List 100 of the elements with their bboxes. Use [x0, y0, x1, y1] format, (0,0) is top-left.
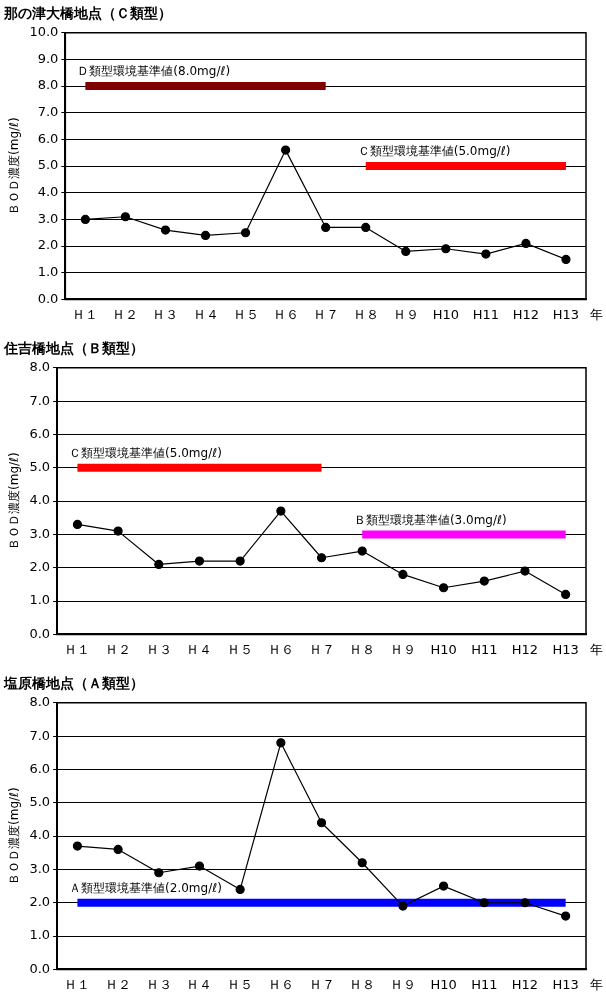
series-label: Ｃ類型環境基準値(5.0mg/ℓ) — [357, 144, 511, 159]
point — [521, 238, 531, 249]
y-tick-label: 4.0 — [29, 492, 51, 508]
point — [120, 212, 131, 222]
x-tick-label: Ｈ９ — [389, 641, 416, 657]
x-tick-label: Ｈ１ — [64, 641, 91, 657]
y-axis-title: ＢＯＤ濃度(mg/ℓ) — [7, 787, 22, 885]
x-tick-label: H12 — [511, 976, 539, 992]
y-tick-label: 4.0 — [37, 184, 59, 200]
point — [235, 884, 245, 895]
x-tick-label: Ｈ６ — [272, 306, 299, 322]
y-tick-label: 3.0 — [29, 525, 51, 541]
y-tick-label: 5.0 — [29, 794, 51, 810]
point — [194, 861, 205, 871]
x-tick-label: H11 — [471, 641, 498, 657]
y-tick-label: 1.0 — [29, 592, 51, 608]
point — [316, 818, 327, 828]
point — [401, 246, 411, 257]
y-axis-title: ＢＯＤ濃度(mg/ℓ) — [7, 452, 22, 550]
x-tick-label: Ｈ９ — [389, 976, 416, 992]
y-tick-label: 8.0 — [29, 359, 51, 375]
x-tick-label: Ｈ４ — [186, 976, 213, 992]
y-tick-label: 7.0 — [37, 104, 59, 120]
x-tick-label: Ｈ２ — [105, 641, 132, 657]
point — [321, 222, 331, 233]
y-tick-label: 5.0 — [37, 157, 59, 173]
point — [316, 553, 327, 563]
x-tick-label: H10 — [430, 976, 457, 992]
point — [357, 546, 367, 556]
point — [80, 214, 90, 225]
x-tick-label: Ｈ５ — [227, 976, 254, 992]
x-tick-label: Ｈ３ — [145, 976, 172, 992]
point — [441, 244, 451, 254]
point — [561, 589, 571, 600]
x-tick-label: H11 — [471, 976, 498, 992]
x-tick-label: Ｈ５ — [232, 306, 259, 322]
y-tick-label: 1.0 — [37, 264, 59, 280]
y-tick-label: 2.0 — [29, 894, 51, 910]
y-tick-label: 2.0 — [29, 559, 51, 575]
point — [479, 576, 489, 586]
point — [194, 556, 205, 566]
x-axis-title: 年 — [590, 641, 603, 657]
point — [154, 868, 164, 878]
series-label: Ｄ類型環境基準値(8.0mg/ℓ) — [77, 64, 231, 79]
x-tick-label: H10 — [430, 641, 457, 657]
x-tick-label: Ｈ７ — [308, 976, 335, 992]
x-tick-label: Ｈ１ — [72, 306, 99, 322]
point — [561, 254, 571, 265]
point — [113, 844, 123, 855]
x-tick-label: Ｈ２ — [112, 306, 139, 322]
point — [479, 898, 489, 908]
y-tick-label: 5.0 — [29, 459, 51, 475]
point — [439, 583, 449, 593]
x-tick-label: H11 — [472, 306, 500, 322]
y-tick-label: 6.0 — [29, 760, 51, 776]
y-tick-label: 3.0 — [29, 860, 51, 876]
point — [200, 230, 211, 241]
x-tick-label: H10 — [432, 306, 459, 322]
point — [72, 519, 83, 530]
point — [481, 249, 491, 259]
x-tick-label: Ｈ８ — [352, 306, 379, 322]
chart-title: 那の津大橋地点（Ｃ類型） — [3, 5, 172, 22]
series-label: Ｃ類型環境基準値(5.0mg/ℓ) — [69, 445, 222, 460]
x-tick-label: H13 — [552, 641, 579, 657]
x-tick-label: Ｈ７ — [312, 306, 339, 322]
x-tick-label: Ｈ２ — [105, 976, 132, 992]
point — [72, 841, 83, 851]
y-tick-label: 9.0 — [37, 50, 59, 66]
y-tick-label: 6.0 — [29, 425, 51, 441]
y-tick-label: 8.0 — [37, 77, 59, 93]
chart-title: 住吉橋地点（Ｂ類型） — [3, 340, 144, 357]
x-tick-label: Ｈ４ — [186, 641, 213, 657]
x-axis-title: 年 — [590, 306, 603, 322]
point — [361, 222, 371, 233]
point — [240, 228, 251, 238]
x-tick-label: Ｈ７ — [308, 641, 335, 657]
x-tick-label: Ｈ８ — [349, 976, 376, 992]
y-tick-label: 7.0 — [29, 727, 51, 743]
x-tick-label: Ｈ６ — [267, 641, 294, 657]
x-tick-label: Ｈ９ — [392, 306, 419, 322]
y-axis-title: ＢＯＤ濃度(mg/ℓ) — [7, 117, 22, 215]
point — [235, 556, 245, 566]
y-tick-label: 10.0 — [29, 24, 59, 40]
point — [398, 901, 408, 911]
point — [520, 898, 530, 908]
series-label: Ａ類型環境基準値(2.0mg/ℓ) — [69, 880, 222, 895]
point — [439, 881, 449, 891]
x-tick-label: H12 — [511, 641, 539, 657]
point — [281, 145, 291, 155]
x-tick-label: H13 — [552, 976, 579, 992]
x-tick-label: Ｈ１ — [64, 976, 91, 992]
y-tick-label: 1.0 — [29, 927, 51, 943]
point — [160, 225, 171, 235]
series-label: Ｂ類型環境基準値(3.0mg/ℓ) — [353, 512, 507, 527]
point — [561, 911, 571, 921]
x-tick-label: Ｈ３ — [145, 641, 172, 657]
y-tick-label: 0.0 — [29, 625, 51, 641]
y-tick-label: 0.0 — [37, 290, 59, 306]
x-tick-label: Ｈ６ — [267, 976, 294, 992]
y-tick-label: 4.0 — [29, 827, 51, 843]
